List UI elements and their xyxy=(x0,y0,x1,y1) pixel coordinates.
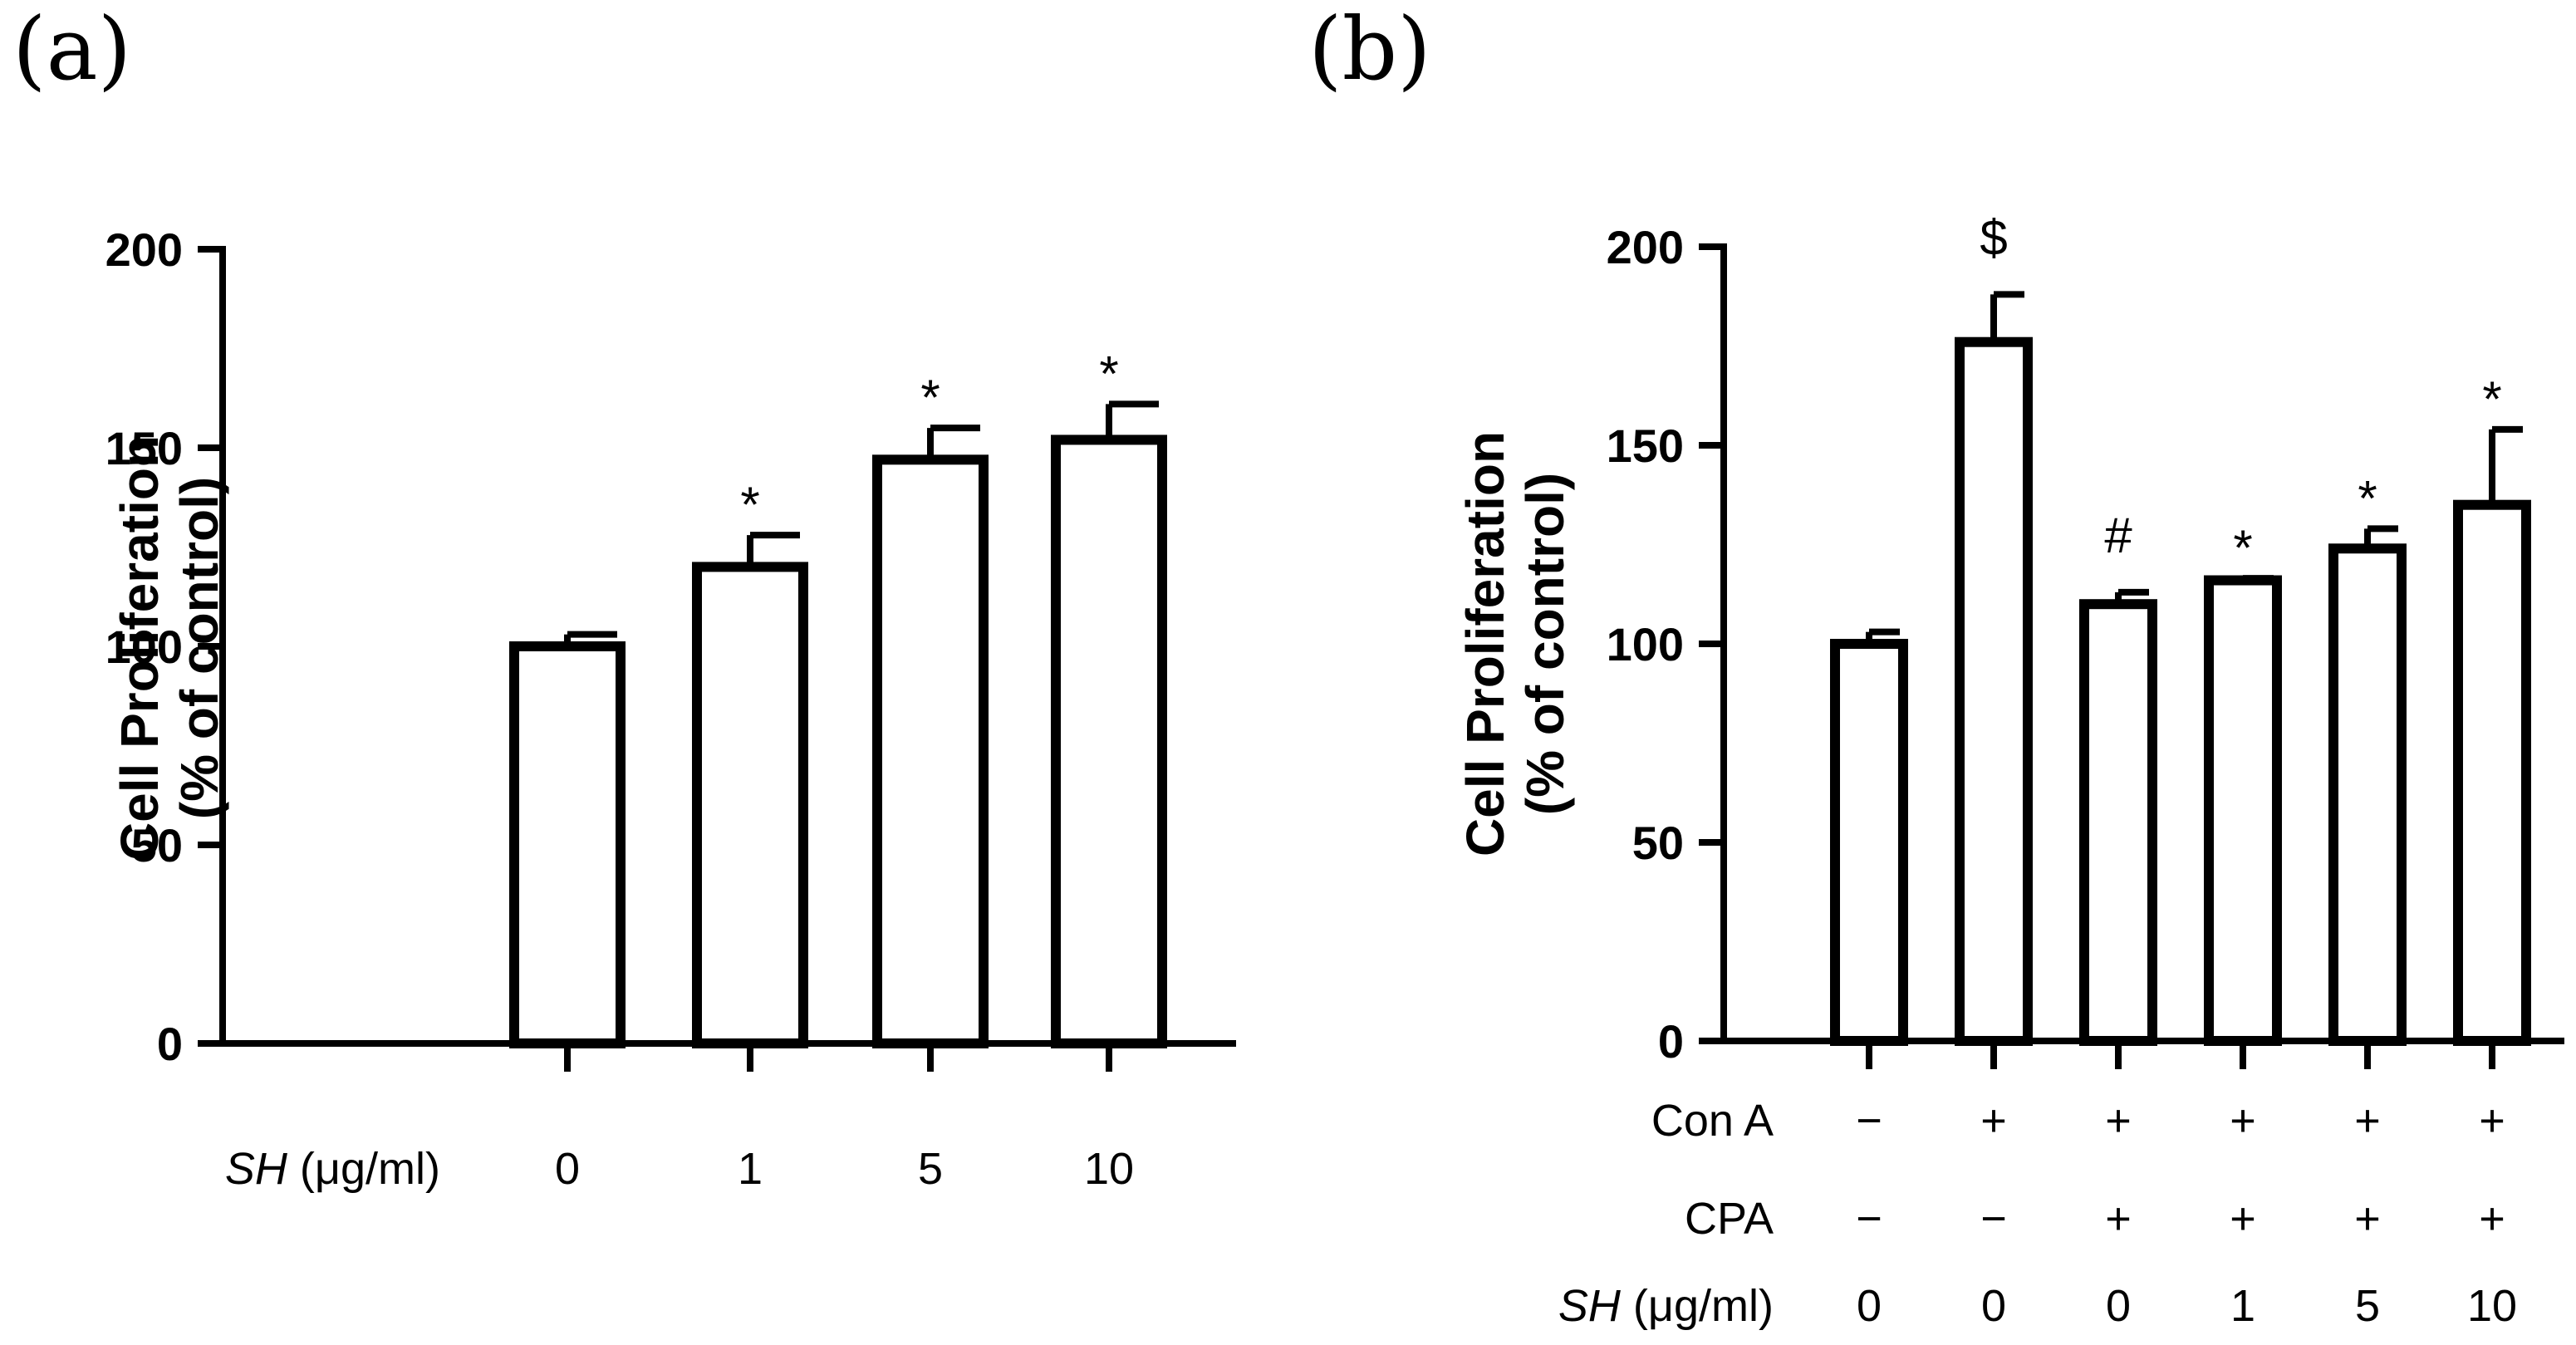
row-label: SH (μg/ml) xyxy=(225,1144,440,1194)
panel-label: (b) xyxy=(1308,0,1431,100)
bar xyxy=(2328,543,2407,1046)
row-label-text: CPA xyxy=(1685,1194,1774,1244)
category-label: 5 xyxy=(2355,1281,2380,1331)
y-tick-label: 150 xyxy=(105,422,183,474)
significance-mark: # xyxy=(2104,508,2132,563)
significance-mark: $ xyxy=(1980,209,2007,265)
y-axis-label: Cell Proliferation (% of control) xyxy=(110,435,229,861)
bar xyxy=(1830,639,1908,1046)
bar xyxy=(2453,499,2531,1046)
significance-mark: * xyxy=(1099,346,1118,401)
category-label: 0 xyxy=(555,1144,580,1194)
category-label: 1 xyxy=(738,1144,763,1194)
y-tick-label: 50 xyxy=(1632,817,1684,869)
category-label: 10 xyxy=(1084,1144,1134,1194)
category-label: + xyxy=(1980,1096,2007,1146)
category-label: − xyxy=(1856,1194,1882,1244)
bar xyxy=(509,641,626,1048)
bar xyxy=(692,562,808,1048)
category-label: + xyxy=(2105,1096,2132,1146)
y-axis-label-line: Cell Proliferation xyxy=(110,435,169,861)
row-label: CPA xyxy=(1685,1194,1774,1244)
row-label: Con A xyxy=(1651,1096,1774,1146)
bar xyxy=(872,454,989,1048)
y-axis-label: Cell Proliferation (% of control) xyxy=(1455,431,1575,857)
category-label: + xyxy=(2354,1194,2381,1244)
category-label: 5 xyxy=(918,1144,943,1194)
panel-label: (a) xyxy=(12,0,131,100)
significance-mark: * xyxy=(2482,371,2501,427)
category-label: 0 xyxy=(1981,1281,2006,1331)
row-label-text: (μg/ml) xyxy=(287,1144,440,1194)
row-label-italic: SH xyxy=(225,1144,288,1194)
y-tick-label: 100 xyxy=(105,621,183,673)
y-axis-label-line: (% of control) xyxy=(169,477,229,819)
category-label: + xyxy=(2230,1096,2256,1146)
y-axis-label-line: (% of control) xyxy=(1515,473,1575,815)
row-label-text: (μg/ml) xyxy=(1621,1281,1774,1331)
y-tick-label: 150 xyxy=(1607,420,1684,472)
category-label: + xyxy=(2479,1194,2505,1244)
y-tick-label: 200 xyxy=(105,223,183,276)
row-label-text: Con A xyxy=(1651,1096,1774,1146)
category-label: 1 xyxy=(2230,1281,2255,1331)
category-label: − xyxy=(1856,1096,1882,1146)
category-label: 0 xyxy=(1857,1281,1882,1331)
y-tick-label: 50 xyxy=(131,819,183,871)
category-label: + xyxy=(2230,1194,2256,1244)
bar xyxy=(2204,575,2282,1046)
bar xyxy=(1051,434,1167,1048)
category-label: 0 xyxy=(2106,1281,2131,1331)
bar xyxy=(2079,599,2157,1046)
y-axis-label-line: Cell Proliferation xyxy=(1455,431,1515,857)
category-label: + xyxy=(2354,1096,2381,1146)
significance-mark: * xyxy=(2233,520,2252,576)
significance-mark: * xyxy=(920,370,940,425)
category-label: − xyxy=(1980,1194,2007,1244)
category-label: + xyxy=(2105,1194,2132,1244)
bar xyxy=(1955,336,2033,1047)
category-label: + xyxy=(2479,1096,2505,1146)
y-tick-label: 200 xyxy=(1607,221,1684,273)
significance-mark: * xyxy=(2358,470,2377,526)
y-tick-label: 0 xyxy=(157,1018,183,1070)
row-label: SH (μg/ml) xyxy=(1558,1281,1774,1331)
y-tick-label: 0 xyxy=(1658,1015,1684,1068)
category-label: 10 xyxy=(2467,1281,2517,1331)
significance-mark: * xyxy=(740,477,759,533)
y-tick-label: 100 xyxy=(1607,618,1684,670)
row-label-italic: SH xyxy=(1558,1281,1622,1331)
